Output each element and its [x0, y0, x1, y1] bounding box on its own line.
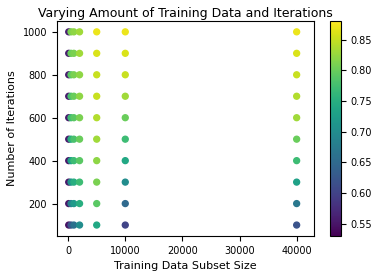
Point [68, 94, 74, 98]
Point [122, 201, 128, 206]
Point [77, 51, 83, 56]
Point [122, 94, 128, 98]
Point [68, 73, 74, 77]
Point [68, 180, 74, 184]
Point [65, 180, 72, 184]
Y-axis label: Number of Iterations: Number of Iterations [7, 71, 17, 186]
Point [294, 30, 300, 34]
Point [65, 94, 72, 98]
Point [65, 73, 72, 77]
Point [65, 137, 72, 142]
Point [94, 201, 100, 206]
Point [122, 115, 128, 120]
Point [122, 73, 128, 77]
Point [94, 30, 100, 34]
Point [294, 137, 300, 142]
Point [94, 223, 100, 227]
Point [77, 30, 83, 34]
Point [122, 180, 128, 184]
Point [294, 73, 300, 77]
Point [94, 73, 100, 77]
Point [68, 201, 74, 206]
Point [71, 158, 77, 163]
Point [94, 51, 100, 56]
Point [65, 115, 72, 120]
Point [71, 30, 77, 34]
Point [71, 115, 77, 120]
Point [94, 115, 100, 120]
Point [77, 201, 83, 206]
Point [94, 137, 100, 142]
Point [294, 201, 300, 206]
Point [94, 180, 100, 184]
Point [122, 51, 128, 56]
Point [71, 223, 77, 227]
Point [65, 223, 72, 227]
Point [68, 158, 74, 163]
Point [294, 180, 300, 184]
Point [71, 201, 77, 206]
Point [71, 180, 77, 184]
Point [294, 51, 300, 56]
Point [294, 223, 300, 227]
Point [77, 115, 83, 120]
Point [122, 158, 128, 163]
Point [294, 158, 300, 163]
Point [77, 137, 83, 142]
Point [122, 137, 128, 142]
Point [122, 223, 128, 227]
Title: Varying Amount of Training Data and Iterations: Varying Amount of Training Data and Iter… [38, 7, 333, 20]
Point [294, 115, 300, 120]
Point [94, 94, 100, 98]
Point [65, 51, 72, 56]
Point [65, 30, 72, 34]
Point [65, 201, 72, 206]
Point [65, 158, 72, 163]
Point [68, 223, 74, 227]
Point [77, 223, 83, 227]
Point [122, 30, 128, 34]
Point [294, 94, 300, 98]
Point [68, 115, 74, 120]
Point [71, 94, 77, 98]
Point [94, 158, 100, 163]
X-axis label: Training Data Subset Size: Training Data Subset Size [114, 261, 256, 271]
Point [77, 94, 83, 98]
Point [77, 158, 83, 163]
Point [77, 73, 83, 77]
Point [71, 51, 77, 56]
Point [71, 137, 77, 142]
Point [71, 73, 77, 77]
Point [68, 137, 74, 142]
Point [68, 51, 74, 56]
Point [68, 30, 74, 34]
Point [77, 180, 83, 184]
